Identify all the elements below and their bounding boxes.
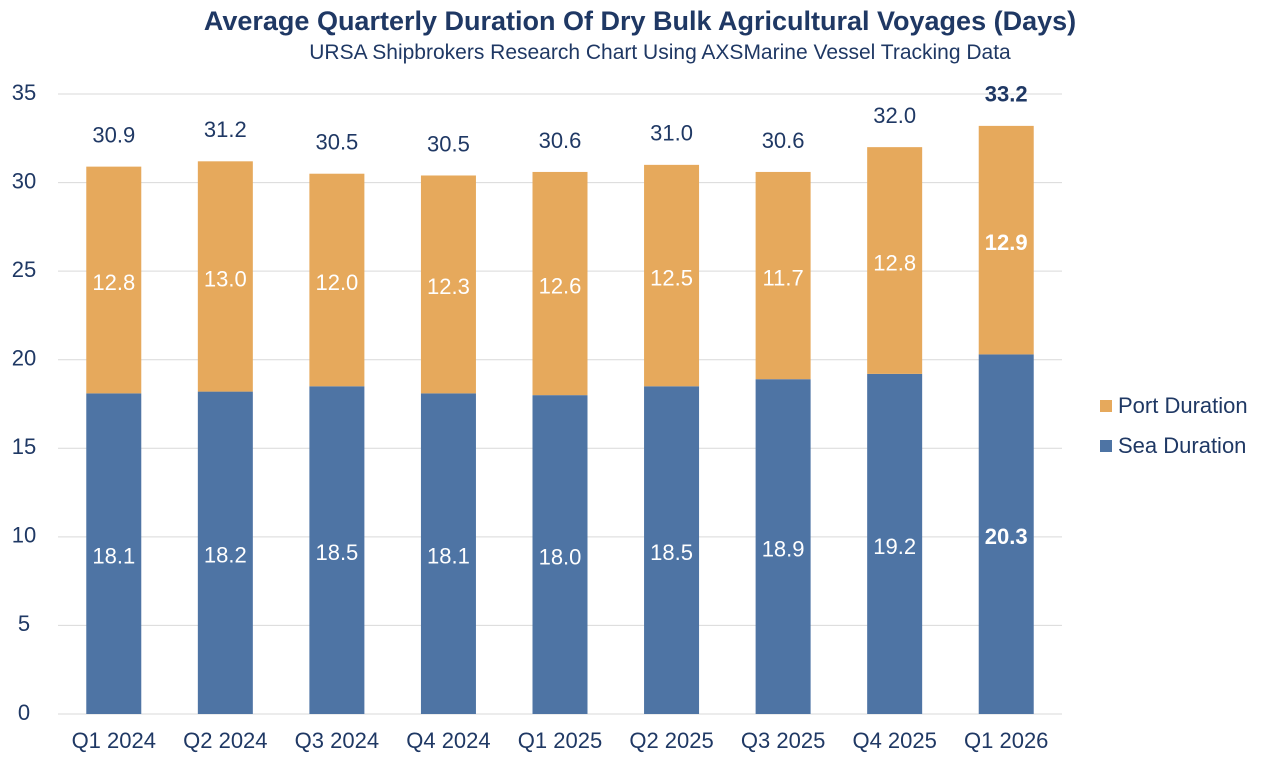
bar-sea-duration xyxy=(867,373,923,714)
bar-sea-duration xyxy=(197,391,253,714)
x-tick-label: Q4 2024 xyxy=(406,728,490,753)
x-tick-label: Q4 2025 xyxy=(852,728,936,753)
data-label-port-duration: 12.6 xyxy=(539,273,582,298)
data-label-total: 31.0 xyxy=(650,121,693,146)
chart-title: Average Quarterly Duration Of Dry Bulk A… xyxy=(203,6,1077,36)
y-tick-label: 25 xyxy=(12,257,36,282)
x-tick-label: Q1 2024 xyxy=(72,728,156,753)
y-tick-label: 0 xyxy=(18,700,30,725)
y-tick-label: 5 xyxy=(18,611,30,636)
data-label-total: 33.2 xyxy=(985,82,1028,107)
data-label-sea-duration: 18.1 xyxy=(92,543,135,568)
data-label-sea-duration: 18.1 xyxy=(427,543,470,568)
data-label-port-duration: 12.8 xyxy=(873,250,916,275)
legend-item-port-duration: Port Duration xyxy=(1100,386,1248,426)
bar-port-duration xyxy=(420,175,476,394)
bar-sea-duration xyxy=(978,354,1034,714)
data-label-sea-duration: 18.5 xyxy=(650,540,693,565)
data-label-sea-duration: 18.9 xyxy=(762,536,805,561)
bar-sea-duration xyxy=(309,386,365,714)
data-label-port-duration: 12.3 xyxy=(427,274,470,299)
y-tick-label: 30 xyxy=(12,168,36,193)
bar-port-duration xyxy=(309,173,365,387)
data-label-sea-duration: 20.3 xyxy=(985,524,1028,549)
bar-port-duration xyxy=(86,166,142,394)
data-label-sea-duration: 18.0 xyxy=(539,544,582,569)
data-label-total: 30.5 xyxy=(315,130,358,155)
bar-port-duration xyxy=(197,161,253,392)
legend-label-sea-duration: Sea Duration xyxy=(1118,433,1247,458)
data-label-sea-duration: 18.2 xyxy=(204,543,247,568)
legend-swatch-port-duration xyxy=(1100,400,1112,412)
data-label-total: 32.0 xyxy=(873,103,916,128)
data-label-port-duration: 12.8 xyxy=(92,270,135,295)
chart-legend: Port Duration Sea Duration xyxy=(1100,386,1248,466)
bar-port-duration xyxy=(644,164,700,387)
x-tick-label: Q3 2024 xyxy=(295,728,379,753)
bar-port-duration xyxy=(532,171,588,396)
bar-port-duration xyxy=(755,171,811,380)
data-label-port-duration: 12.5 xyxy=(650,265,693,290)
y-tick-label: 35 xyxy=(12,80,36,105)
legend-swatch-sea-duration xyxy=(1100,440,1112,452)
data-label-total: 30.9 xyxy=(92,122,135,147)
bar-port-duration xyxy=(978,125,1034,355)
y-tick-label: 20 xyxy=(12,346,36,371)
data-label-total: 30.6 xyxy=(762,128,805,153)
bar-sea-duration xyxy=(644,386,700,714)
data-label-sea-duration: 19.2 xyxy=(873,534,916,559)
x-tick-label: Q2 2024 xyxy=(183,728,267,753)
y-tick-label: 10 xyxy=(12,523,36,548)
legend-label-port-duration: Port Duration xyxy=(1118,393,1248,418)
y-tick-label: 15 xyxy=(12,434,36,459)
data-label-port-duration: 12.0 xyxy=(315,270,358,295)
data-label-total: 30.6 xyxy=(539,128,582,153)
data-label-port-duration: 13.0 xyxy=(204,266,247,291)
x-tick-label: Q2 2025 xyxy=(629,728,713,753)
data-label-total: 31.2 xyxy=(204,117,247,142)
x-tick-label: Q1 2026 xyxy=(964,728,1048,753)
bar-sea-duration xyxy=(532,395,588,714)
bar-port-duration xyxy=(867,147,923,374)
data-label-sea-duration: 18.5 xyxy=(315,540,358,565)
x-tick-label: Q1 2025 xyxy=(518,728,602,753)
x-tick-label: Q3 2025 xyxy=(741,728,825,753)
data-label-total: 30.5 xyxy=(427,131,470,156)
data-label-port-duration: 11.7 xyxy=(763,265,804,290)
legend-item-sea-duration: Sea Duration xyxy=(1100,426,1248,466)
bar-sea-duration xyxy=(755,379,811,714)
bar-sea-duration xyxy=(86,393,142,714)
chart-subtitle: URSA Shipbrokers Research Chart Using AX… xyxy=(309,41,1011,64)
bar-sea-duration xyxy=(420,393,476,714)
data-label-port-duration: 12.9 xyxy=(985,230,1028,255)
